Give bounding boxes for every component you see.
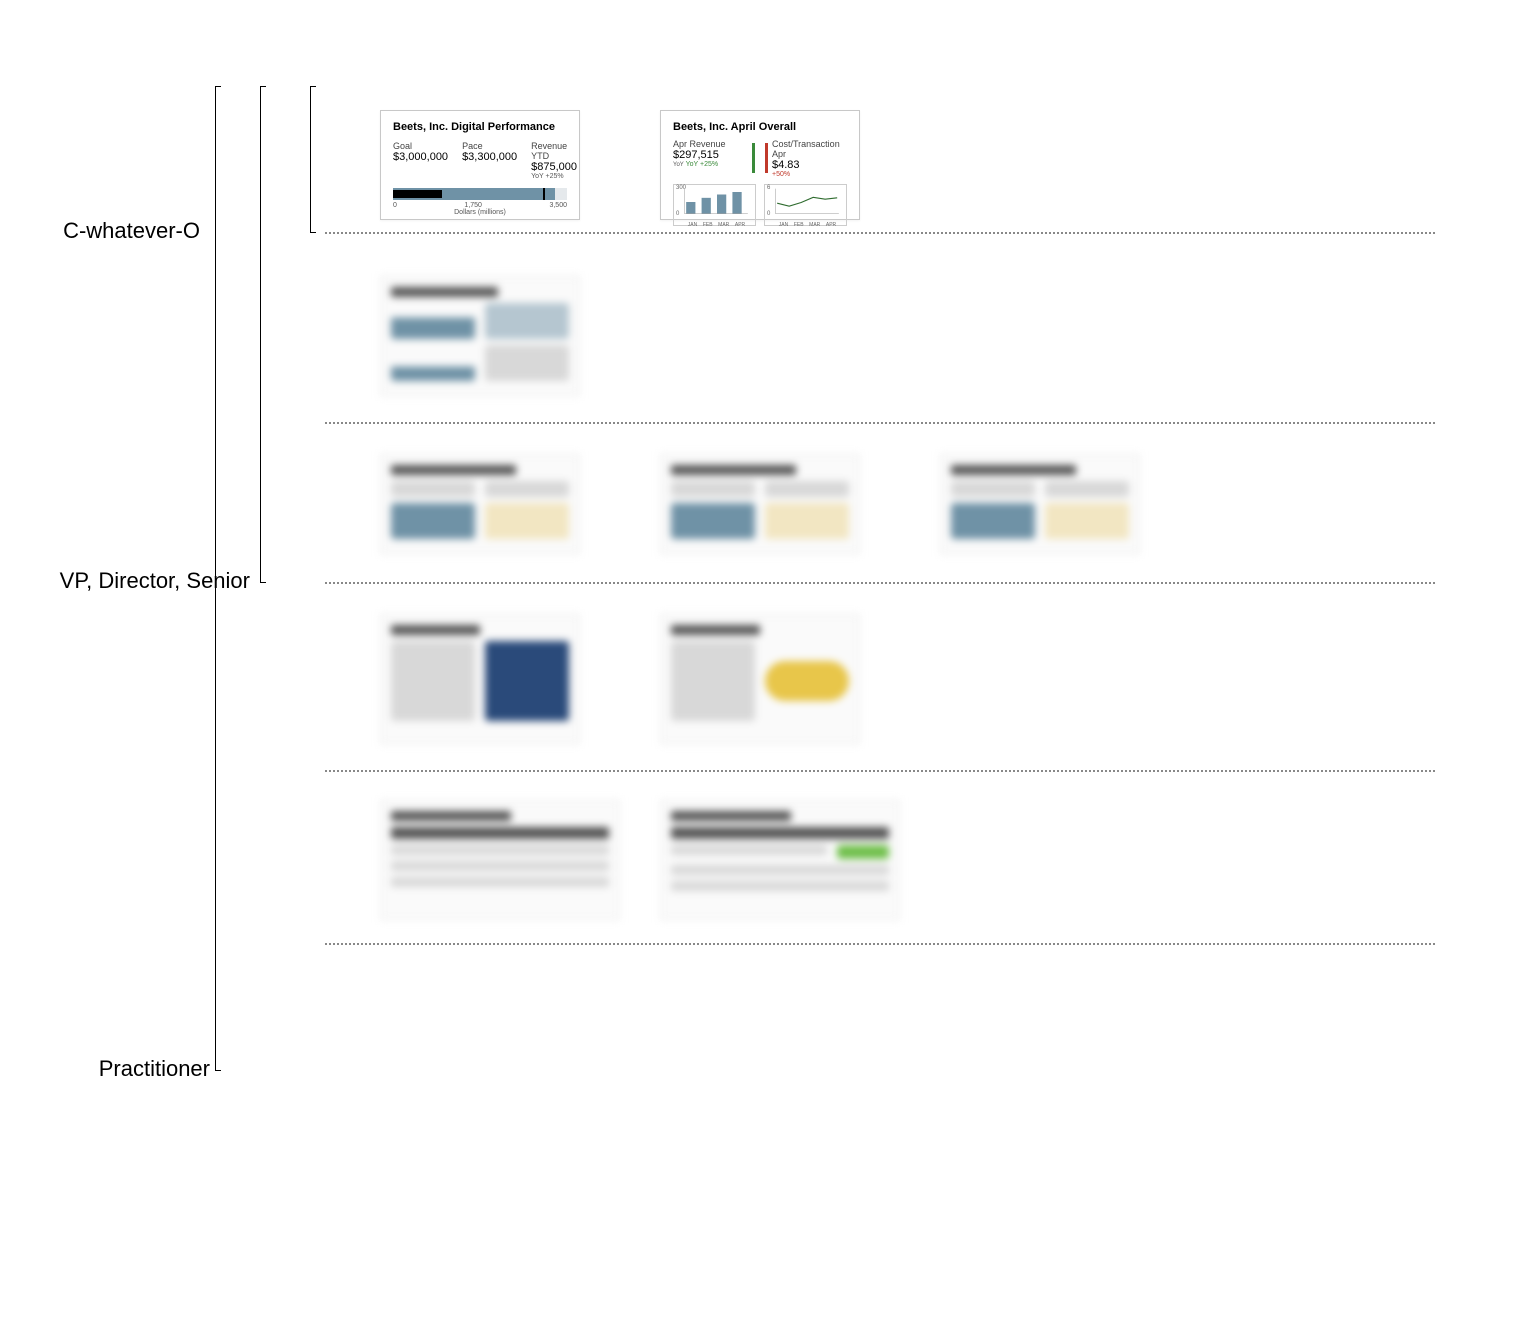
scale-min: 0 [393, 202, 397, 209]
apr-rev-label: Apr Revenue [673, 139, 748, 149]
bracket-tick [215, 86, 221, 87]
row-divider [325, 422, 1435, 424]
cost-label: Cost/Transaction Apr [772, 139, 847, 159]
label-practitioner-level: Practitioner [60, 1056, 210, 1082]
row-divider [325, 770, 1435, 772]
row-divider [325, 582, 1435, 584]
rev-indicator-bar [752, 143, 755, 173]
apr-rev-yoy: YoY YoY +25% [673, 161, 748, 168]
card2-title: Beets, Inc. April Overall [673, 121, 847, 133]
card-digital-performance: Beets, Inc. Digital Performance Goal $3,… [380, 110, 580, 220]
label-vp-level: VP, Director, Senior [10, 568, 250, 594]
goal-value: $3,000,000 [393, 151, 448, 163]
row-divider [325, 232, 1435, 234]
row-divider [325, 943, 1435, 945]
blurred-card [380, 276, 580, 396]
blurred-card [380, 454, 580, 554]
mini-bar-chart: 300 0 JANFEBMARAPR [673, 184, 756, 226]
bracket-tick [310, 232, 316, 233]
card-april-overall: Beets, Inc. April Overall Apr Revenue $2… [660, 110, 860, 220]
blurred-card [660, 800, 900, 920]
bracket-line [310, 86, 311, 232]
blurred-card [660, 614, 860, 744]
label-c-level: C-whatever-O [30, 218, 200, 244]
scale-max: 3,500 [549, 202, 567, 209]
mini-line-chart: 6 0 JANFEBMARAPR [764, 184, 847, 226]
rev-label: Revenue YTD [531, 141, 577, 161]
pace-label: Pace [462, 141, 517, 151]
goal-label: Goal [393, 141, 448, 151]
bracket-line [260, 86, 261, 582]
blurred-card [380, 614, 580, 744]
bullet-chart [393, 188, 567, 200]
card1-title: Beets, Inc. Digital Performance [393, 121, 567, 133]
blurred-card [380, 800, 620, 920]
rev-value: $875,000 [531, 161, 577, 173]
cost-value: $4.83 [772, 159, 847, 171]
bracket-tick [215, 1070, 221, 1071]
pace-value: $3,300,000 [462, 151, 517, 163]
blurred-card [660, 454, 860, 554]
rev-yoy: YoY +25% [531, 173, 577, 180]
scale-mid: 1,750 [464, 202, 482, 209]
apr-rev-value: $297,515 [673, 149, 748, 161]
scale-caption: Dollars (millions) [393, 209, 567, 216]
cost-yoy: +50% [772, 171, 847, 178]
cost-indicator-bar [765, 143, 768, 173]
bracket-tick [260, 86, 266, 87]
blurred-card [940, 454, 1140, 554]
bracket-tick [310, 86, 316, 87]
bracket-tick [260, 582, 266, 583]
